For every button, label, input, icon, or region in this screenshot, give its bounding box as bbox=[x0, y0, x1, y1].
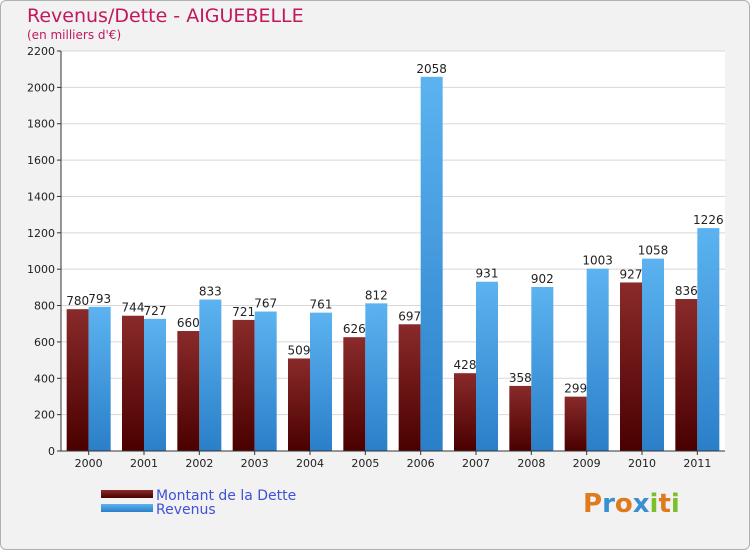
y-tick-label: 0 bbox=[48, 445, 55, 458]
x-tick-label: 2008 bbox=[517, 457, 545, 470]
chart-subtitle: (en milliers d'€) bbox=[27, 28, 122, 42]
data-label-dette: 744 bbox=[122, 301, 145, 315]
data-label-revenus: 1058 bbox=[638, 244, 669, 258]
bar-revenus bbox=[144, 318, 166, 451]
bar-dette bbox=[122, 315, 144, 451]
y-tick-label: 1800 bbox=[27, 118, 55, 131]
bar-dette bbox=[564, 396, 587, 451]
data-label-dette: 299 bbox=[564, 382, 587, 396]
data-label-dette: 927 bbox=[620, 267, 643, 281]
y-tick-label: 600 bbox=[34, 336, 55, 349]
bar-dette bbox=[454, 373, 476, 451]
bar-revenus bbox=[697, 228, 720, 451]
x-tick-label: 2004 bbox=[296, 457, 324, 470]
x-tick-label: 2003 bbox=[241, 457, 269, 470]
x-tick-label: 2005 bbox=[351, 457, 379, 470]
y-tick-label: 2200 bbox=[27, 45, 55, 58]
data-label-revenus: 793 bbox=[88, 292, 111, 306]
data-label-dette: 836 bbox=[675, 284, 698, 298]
bar-revenus bbox=[420, 76, 443, 452]
data-label-revenus: 902 bbox=[531, 272, 554, 286]
legend-swatch-revenus bbox=[101, 504, 153, 512]
bar-revenus bbox=[254, 311, 277, 451]
x-tick-label: 2010 bbox=[628, 457, 656, 470]
data-label-revenus: 931 bbox=[476, 267, 499, 281]
bar-revenus bbox=[199, 299, 222, 451]
x-tick-label: 2009 bbox=[573, 457, 601, 470]
legend-label-revenus: Revenus bbox=[156, 502, 216, 518]
bar-dette bbox=[620, 282, 642, 451]
bar-revenus bbox=[476, 281, 498, 451]
bar-dette bbox=[675, 299, 698, 451]
bar-revenus bbox=[586, 268, 609, 451]
data-label-dette: 358 bbox=[509, 371, 532, 385]
data-label-revenus: 761 bbox=[310, 298, 333, 312]
y-tick-label: 1200 bbox=[27, 227, 55, 240]
bar-dette bbox=[509, 385, 532, 451]
data-label-dette: 509 bbox=[288, 343, 311, 357]
plot-area bbox=[61, 51, 725, 451]
bar-dette bbox=[66, 309, 89, 451]
bar-revenus bbox=[310, 312, 332, 451]
data-label-revenus: 727 bbox=[144, 304, 167, 318]
bar-revenus bbox=[642, 258, 664, 451]
data-label-revenus: 1003 bbox=[582, 254, 613, 268]
chart-title: Revenus/Dette - AIGUEBELLE bbox=[27, 5, 304, 27]
x-tick-label: 2006 bbox=[407, 457, 435, 470]
x-tick-label: 2002 bbox=[185, 457, 213, 470]
bar-dette bbox=[288, 358, 310, 451]
data-label-revenus: 2058 bbox=[416, 62, 447, 76]
data-label-revenus: 833 bbox=[199, 285, 222, 299]
x-tick-label: 2001 bbox=[130, 457, 158, 470]
x-tick-label: 2000 bbox=[75, 457, 103, 470]
y-tick-label: 1600 bbox=[27, 154, 55, 167]
legend-swatch-dette bbox=[101, 490, 153, 498]
data-label-dette: 697 bbox=[398, 309, 421, 323]
data-label-revenus: 767 bbox=[254, 297, 277, 311]
y-tick-label: 1400 bbox=[27, 190, 55, 203]
y-tick-label: 1000 bbox=[27, 263, 55, 276]
bar-revenus bbox=[365, 303, 388, 451]
bar-dette bbox=[177, 331, 200, 451]
y-tick-label: 400 bbox=[34, 372, 55, 385]
bar-dette bbox=[232, 319, 255, 451]
x-tick-label: 2011 bbox=[683, 457, 711, 470]
data-label-dette: 626 bbox=[343, 322, 366, 336]
bar-revenus bbox=[531, 287, 554, 451]
x-tick-label: 2007 bbox=[462, 457, 490, 470]
legend-label-dette: Montant de la Dette bbox=[156, 488, 296, 504]
data-label-dette: 780 bbox=[66, 294, 89, 308]
data-label-dette: 721 bbox=[232, 305, 255, 319]
data-label-dette: 660 bbox=[177, 316, 200, 330]
proxiti-logo: Proxiti bbox=[583, 489, 680, 519]
data-label-revenus: 812 bbox=[365, 288, 388, 302]
data-label-revenus: 1226 bbox=[693, 213, 724, 227]
bar-dette bbox=[398, 324, 421, 451]
bar-revenus bbox=[88, 306, 111, 451]
y-tick-label: 200 bbox=[34, 409, 55, 422]
y-tick-label: 2000 bbox=[27, 81, 55, 94]
data-label-dette: 428 bbox=[454, 358, 477, 372]
bar-dette bbox=[343, 337, 366, 451]
y-tick-label: 800 bbox=[34, 300, 55, 313]
